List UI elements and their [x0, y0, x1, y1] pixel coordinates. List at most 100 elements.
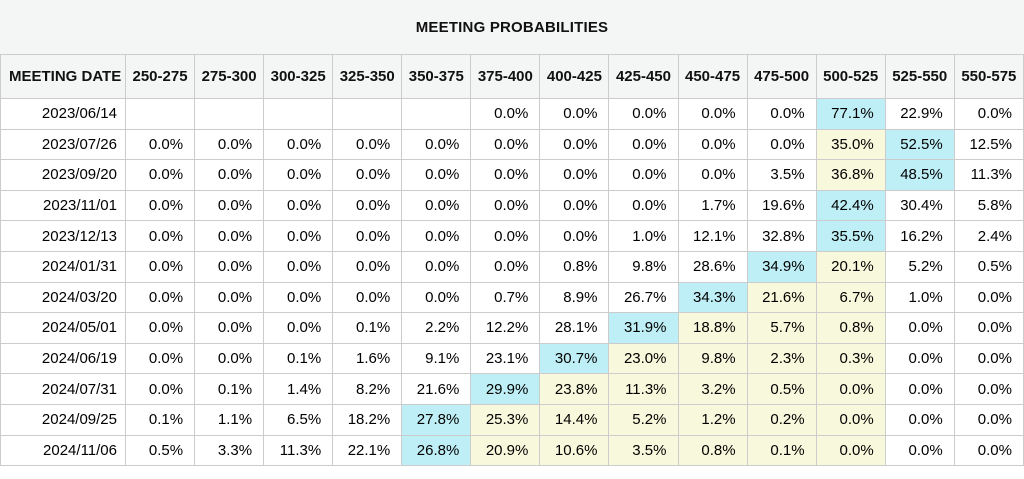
rate-range-column-header: 300-325: [263, 54, 334, 99]
table-row: 2024/07/31 0.0% 0.1% 1.4% 8.2% 21.6% 29.9% 23.8…: [0, 373, 1024, 405]
probability-cell: 23.8%: [539, 373, 610, 405]
probability-cell: [194, 98, 265, 130]
probability-cell: 0.0%: [263, 159, 334, 191]
meeting-date-cell: 2024/06/19: [0, 342, 126, 375]
probability-cell: 0.0%: [884, 342, 955, 375]
probability-cell: 1.7%: [677, 189, 748, 222]
probability-cell: 0.0%: [608, 98, 679, 130]
probability-cell: 1.6%: [332, 342, 403, 375]
probability-cell: 0.3%: [815, 342, 886, 375]
probability-cell: 35.0%: [815, 128, 886, 161]
probability-cell: 21.6%: [746, 281, 817, 314]
rate-range-column-header: 275-300: [194, 54, 265, 99]
meeting-date-cell: 2024/03/20: [0, 281, 126, 314]
probability-cell: 0.0%: [263, 220, 334, 252]
probability-cell: 0.0%: [332, 281, 403, 314]
probability-cell: 48.5%: [884, 159, 955, 191]
probability-cell: 0.0%: [953, 373, 1024, 405]
probability-cell: 20.1%: [815, 250, 886, 283]
probability-cell: 19.6%: [746, 189, 817, 222]
probability-cell: 0.1%: [263, 342, 334, 375]
meeting-date-cell: 2023/09/20: [0, 159, 126, 191]
probability-cell: 14.4%: [539, 403, 610, 436]
probability-cell: 6.5%: [263, 403, 334, 436]
meeting-date-cell: 2023/11/01: [0, 189, 126, 222]
probability-cell: 0.0%: [194, 312, 265, 344]
probability-cell: 5.2%: [884, 250, 955, 283]
probability-cell: 0.0%: [401, 128, 472, 161]
probability-cell: 23.1%: [470, 342, 541, 375]
probability-cell: 30.7%: [539, 342, 610, 375]
probability-cell: 0.0%: [332, 220, 403, 252]
probability-cell: 0.0%: [124, 342, 196, 375]
probability-cell: 5.7%: [746, 312, 817, 344]
probability-cell: 0.5%: [124, 434, 196, 467]
table-row: 2024/06/19 0.0% 0.0% 0.1% 1.6% 9.1% 23.1% 30.7%…: [0, 342, 1024, 375]
table-row: 2024/03/20 0.0% 0.0% 0.0% 0.0% 0.0% 0.7% 8.9% 26…: [0, 281, 1024, 314]
table-row: 2023/09/20 0.0% 0.0% 0.0% 0.0% 0.0% 0.0% 0.0% 0.…: [0, 159, 1024, 191]
probability-cell: 12.5%: [953, 128, 1024, 161]
probability-cell: 0.0%: [263, 281, 334, 314]
probability-cell: 0.0%: [470, 98, 541, 130]
probability-cell: 77.1%: [815, 98, 886, 130]
probability-cell: 1.0%: [608, 220, 679, 252]
probability-cell: 0.5%: [746, 373, 817, 405]
probability-cell: 0.0%: [953, 281, 1024, 314]
probability-cell: 11.3%: [608, 373, 679, 405]
probability-cell: 0.0%: [263, 250, 334, 283]
probability-cell: 0.0%: [124, 373, 196, 405]
probability-cell: 0.0%: [124, 128, 196, 161]
probability-cell: 0.0%: [608, 189, 679, 222]
probability-cell: 0.0%: [746, 98, 817, 130]
probability-cell: 35.5%: [815, 220, 886, 252]
probability-cell: 0.0%: [677, 98, 748, 130]
rate-range-column-header: 550-575: [953, 54, 1024, 99]
probability-cell: 34.3%: [677, 281, 748, 314]
probability-cell: [263, 98, 334, 130]
probability-cell: 0.0%: [677, 128, 748, 161]
probability-cell: 0.0%: [608, 128, 679, 161]
probability-cell: 0.0%: [263, 189, 334, 222]
probability-cell: 0.0%: [953, 403, 1024, 436]
probability-cell: 0.5%: [953, 250, 1024, 283]
probability-cell: 18.2%: [332, 403, 403, 436]
probability-cell: 23.0%: [608, 342, 679, 375]
probability-cell: 29.9%: [470, 373, 541, 405]
probability-cell: 0.0%: [332, 189, 403, 222]
table-row: 2024/05/01 0.0% 0.0% 0.0% 0.1% 2.2% 12.2% 28.1%…: [0, 312, 1024, 344]
probability-cell: 0.0%: [539, 220, 610, 252]
table-row: 2023/11/01 0.0% 0.0% 0.0% 0.0% 0.0% 0.0% 0.0% 0.…: [0, 189, 1024, 222]
probability-cell: 26.8%: [401, 434, 472, 467]
table-row: 2024/11/06 0.5% 3.3% 11.3% 22.1% 26.8% 20.9% 10…: [0, 434, 1024, 467]
rate-range-column-header: 425-450: [608, 54, 679, 99]
panel-title: MEETING PROBABILITIES: [0, 0, 1024, 54]
rate-range-column-header: 250-275: [124, 54, 196, 99]
probability-cell: 28.6%: [677, 250, 748, 283]
probability-cell: 0.0%: [746, 128, 817, 161]
probability-cell: 0.0%: [539, 189, 610, 222]
probability-cell: 0.0%: [815, 434, 886, 467]
probability-cell: 0.0%: [263, 128, 334, 161]
probability-cell: 11.3%: [953, 159, 1024, 191]
rate-range-column-header: 475-500: [746, 54, 817, 99]
probability-cell: 12.2%: [470, 312, 541, 344]
probability-cell: 0.0%: [539, 98, 610, 130]
probability-cell: 26.7%: [608, 281, 679, 314]
probability-cell: 1.4%: [263, 373, 334, 405]
probability-cell: 0.0%: [124, 220, 196, 252]
probability-cell: 25.3%: [470, 403, 541, 436]
probability-cell: 0.0%: [815, 403, 886, 436]
probability-cell: 0.0%: [815, 373, 886, 405]
probability-cell: 10.6%: [539, 434, 610, 467]
probability-cell: 12.1%: [677, 220, 748, 252]
probability-cell: 0.7%: [470, 281, 541, 314]
probability-cell: 42.4%: [815, 189, 886, 222]
probability-cell: 0.0%: [194, 281, 265, 314]
probability-cell: 0.0%: [194, 128, 265, 161]
probability-cell: 0.0%: [953, 434, 1024, 467]
probability-cell: 36.8%: [815, 159, 886, 191]
probability-cell: 0.0%: [194, 220, 265, 252]
probability-cell: 0.0%: [124, 312, 196, 344]
probability-cell: 0.0%: [332, 128, 403, 161]
probability-cell: 2.3%: [746, 342, 817, 375]
